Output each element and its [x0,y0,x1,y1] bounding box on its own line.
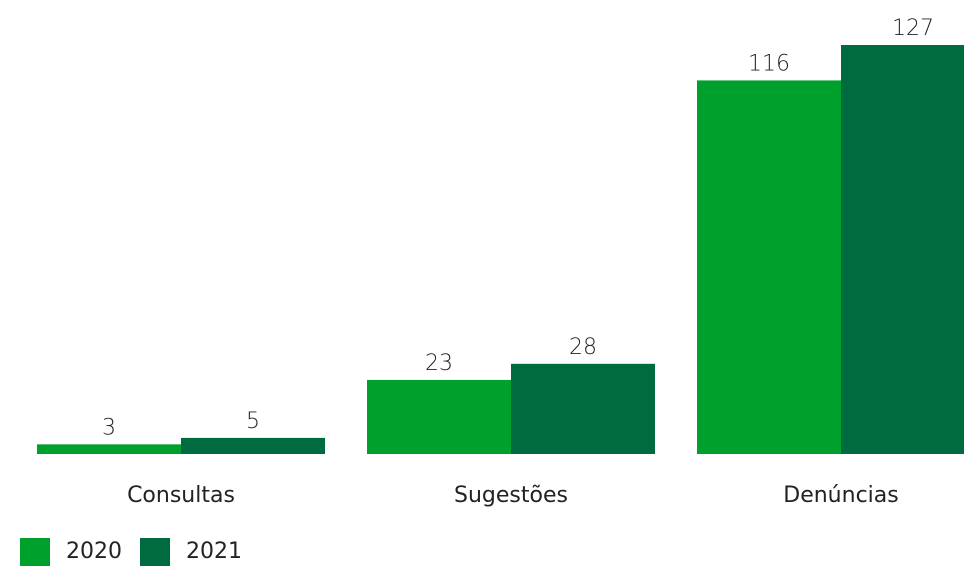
data-label-consultas-2021: 5 [246,409,260,434]
bar-consultas-2020 [37,444,181,454]
data-label-denuncias-2021: 127 [892,16,934,41]
data-label-sugestoes-2021: 28 [569,335,597,360]
bar-denuncias-2020 [697,80,841,454]
data-label-denuncias-2020: 116 [748,51,790,76]
legend-item-2021: 2021 [140,538,242,566]
data-label-consultas-2020: 3 [102,415,116,440]
legend: 2020 2021 [20,538,260,566]
legend-swatch-2020 [20,538,50,566]
category-label-sugestoes: Sugestões [454,483,568,508]
bar-sugestoes-2020 [367,379,511,454]
bar-chart: 3 5 23 28 116 127 Consultas Sugestões Denúncias [37,16,964,508]
bar-sugestoes-2021 [511,363,655,454]
category-label-consultas: Consultas [127,483,235,508]
legend-swatch-2021 [140,538,170,566]
bar-consultas-2021 [181,437,325,454]
legend-label-2021: 2021 [186,539,242,564]
legend-item-2020: 2020 [20,538,122,566]
legend-label-2020: 2020 [66,539,122,564]
category-label-denuncias: Denúncias [783,483,898,508]
data-label-sugestoes-2020: 23 [425,351,453,376]
bar-denuncias-2021 [841,45,964,454]
